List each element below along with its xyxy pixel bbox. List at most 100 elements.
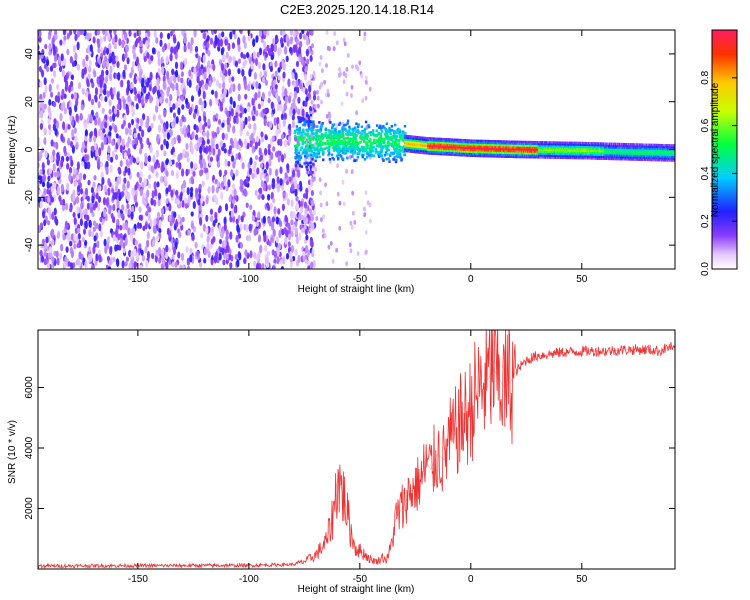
spectrogram-cell — [545, 146, 547, 150]
spectrogram-cell — [526, 144, 528, 147]
spectrogram-cell — [314, 167, 318, 172]
spectrogram-cell — [539, 154, 541, 157]
spectrogram-cell — [232, 125, 236, 134]
spectrogram-cell — [89, 44, 93, 52]
spectrogram-cell — [163, 150, 167, 157]
spectrogram-cell — [323, 233, 327, 239]
spectrogram-cell — [386, 129, 389, 132]
spectrogram-cell — [238, 251, 242, 261]
spectrogram-cell — [431, 146, 433, 150]
spectrogram-cell — [218, 82, 222, 89]
spectrogram-cell — [448, 153, 450, 156]
spectrogram-cell — [320, 125, 323, 129]
spectrogram-cell — [273, 206, 277, 215]
spectrogram-cell — [534, 142, 536, 146]
spectrogram-cell — [313, 154, 316, 157]
spectrogram-cell — [436, 141, 438, 144]
spectrogram-cell — [518, 148, 520, 151]
spectrogram-cell — [138, 243, 142, 249]
spectrogram-cell — [514, 146, 516, 149]
spectrogram-cell — [481, 147, 483, 150]
spectrogram-cell — [224, 69, 228, 77]
spectrogram-cell — [374, 148, 378, 151]
spectrogram-cell — [39, 81, 43, 88]
spectrogram-cell — [481, 139, 483, 142]
spectrogram-cell — [394, 136, 398, 140]
spectrogram-cell — [505, 146, 507, 149]
spectrogram-cell — [417, 139, 419, 143]
spectrogram-cell — [452, 151, 454, 154]
spectrogram-cell — [334, 131, 337, 135]
spectrogram-cell — [328, 158, 332, 161]
spectrogram-cell — [433, 143, 435, 146]
spectrogram-cell — [438, 139, 440, 142]
spectrogram-cell — [296, 128, 299, 131]
spectrogram-cell — [285, 253, 290, 260]
spectrogram-cell — [295, 38, 300, 46]
spectrogram-cell — [50, 91, 54, 98]
spectrogram-cell — [332, 46, 336, 52]
spectrogram-cell — [509, 148, 511, 151]
spectrogram-cell — [530, 148, 532, 151]
spectrogram-cell — [173, 36, 177, 44]
spectrogram-cell — [207, 60, 211, 69]
spectrogram-cell — [316, 152, 320, 155]
spectrogram-cell — [215, 143, 219, 150]
spectrogram-cell — [341, 127, 344, 131]
spectrogram-cell — [428, 137, 430, 140]
spectrogram-cell — [200, 232, 204, 239]
spectrogram-cell — [436, 147, 438, 150]
spectrogram-cell — [464, 150, 466, 153]
spectrogram-cell — [363, 140, 366, 143]
spectrogram-cell — [491, 151, 493, 154]
spectrogram-cell — [539, 152, 541, 155]
spectrogram-cell — [483, 145, 485, 148]
spectrogram-cell — [540, 141, 542, 144]
spectrogram-cell — [407, 138, 409, 141]
spectrogram-cell — [133, 194, 138, 203]
spectrogram-cell — [284, 172, 288, 179]
spectrogram-cell — [436, 149, 438, 152]
spectrogram-cell — [345, 168, 348, 174]
spectrogram-cell — [92, 226, 96, 232]
spectrogram-cell — [387, 148, 390, 152]
spectrogram-cell — [451, 149, 453, 153]
spectrogram-cell — [47, 175, 51, 182]
spectrogram-cell — [418, 149, 420, 152]
spectrogram-cell — [65, 246, 69, 253]
spectrogram-cell — [48, 30, 52, 35]
spectrogram-cell — [165, 198, 169, 204]
spectrogram-cell — [252, 115, 256, 122]
spectrogram-cell — [463, 144, 465, 147]
spectrogram-cell — [356, 142, 360, 145]
spectrogram-cell — [415, 141, 417, 144]
spectrogram-cell — [463, 142, 465, 146]
spectrogram-cell — [353, 146, 356, 150]
spectrogram-cell — [435, 149, 437, 152]
spectrogram-cell — [337, 149, 340, 153]
spectrogram-cell — [314, 159, 317, 163]
spectrogram-cell — [384, 128, 387, 131]
spectrogram-cell — [451, 153, 453, 156]
spectrogram-cell — [526, 156, 528, 159]
spectrogram-cell — [527, 156, 529, 159]
spectrogram-cell — [176, 88, 180, 98]
spectrogram-cell — [157, 246, 162, 255]
spectrogram-cell — [471, 149, 473, 152]
spectrogram-cell — [332, 135, 335, 138]
spectrogram-cell — [544, 156, 546, 159]
spectrogram-cell — [475, 151, 477, 154]
spectrogram-cell — [549, 143, 551, 146]
spectrogram-cell — [466, 152, 468, 155]
spectrogram-cell — [140, 249, 144, 256]
spectrogram-cell — [309, 153, 313, 156]
spectrogram-cell — [547, 148, 549, 152]
spectrogram-cell — [68, 106, 72, 116]
spectrogram-cell — [213, 255, 217, 264]
spectrogram-cell — [319, 143, 323, 147]
spectrogram-cell — [275, 128, 279, 138]
spectrogram-cell — [180, 252, 185, 262]
spectrogram-cell — [397, 127, 400, 131]
spectrogram-cell — [429, 146, 431, 149]
spectrogram-cell — [451, 148, 453, 151]
